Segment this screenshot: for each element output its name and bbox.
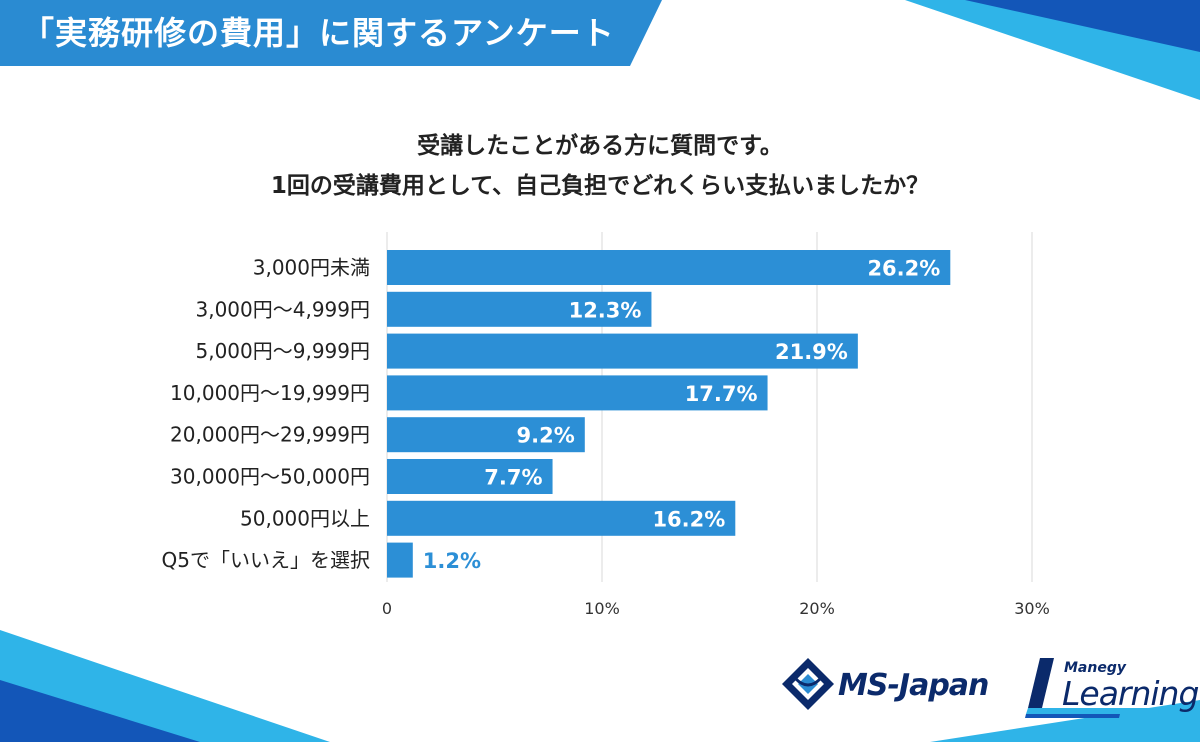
value-label: 17.7% <box>685 382 758 406</box>
category-label: 3,000円～4,999円 <box>195 297 370 321</box>
bottom-left-stripe-dark <box>0 680 200 742</box>
bar <box>387 375 768 411</box>
bar <box>387 250 951 285</box>
value-labels: 26.2% 12.3% 21.9% 17.7% 9.2% 7.7% 16.2% 1.2% <box>423 257 941 574</box>
page-title: 「実務研修の費用」に関するアンケート <box>22 14 615 52</box>
learning-wordmark: Learning <box>1062 674 1199 713</box>
category-labels: 3,000円未満 3,000円～4,999円 5,000円～9,999円 10,000… <box>162 256 370 573</box>
bar <box>387 500 736 536</box>
bar <box>387 291 652 327</box>
x-axis-ticks: 0 10% 20% 30% <box>382 599 1050 618</box>
value-label: 9.2% <box>517 424 575 448</box>
ms-japan-mark-icon <box>782 658 834 710</box>
x-tick-label: 0 <box>382 599 392 618</box>
value-label: 21.9% <box>775 340 848 364</box>
bar <box>387 459 553 494</box>
value-label: 16.2% <box>652 507 725 531</box>
x-tick-label: 30% <box>1014 599 1050 618</box>
category-label: 3,000円未満 <box>253 256 370 280</box>
bar <box>387 542 413 578</box>
value-label: 26.2% <box>867 257 940 281</box>
ms-japan-logo <box>782 658 834 710</box>
category-label: 50,000円以上 <box>240 506 370 530</box>
x-tick-label: 20% <box>799 599 835 618</box>
manegy-wordmark: Manegy <box>1064 660 1126 676</box>
header-banner <box>0 0 662 66</box>
category-label: 20,000円～29,999円 <box>170 423 370 447</box>
value-label: 12.3% <box>569 298 642 322</box>
top-right-stripe-dark <box>965 0 1200 52</box>
ms-japan-wordmark: MS-Japan <box>838 668 989 703</box>
manegy-learning-logo-icon <box>1025 658 1160 718</box>
category-label: 10,000円～19,999円 <box>170 381 370 405</box>
category-label: 5,000円～9,999円 <box>195 339 370 363</box>
question-line-1: 受講したことがある方に質問です。 <box>417 133 783 159</box>
bars <box>387 250 951 578</box>
bar <box>387 333 858 369</box>
bar <box>387 417 585 453</box>
value-label: 7.7% <box>484 466 542 490</box>
x-tick-label: 10% <box>584 599 620 618</box>
category-label: 30,000円～50,000円 <box>170 465 370 489</box>
question-line-2: 1回の受講費用として、自己負担でどれくらい支払いましたか？ <box>270 173 930 199</box>
value-label: 1.2% <box>423 549 481 573</box>
category-label: Q5で「いいえ」を選択 <box>162 548 370 572</box>
